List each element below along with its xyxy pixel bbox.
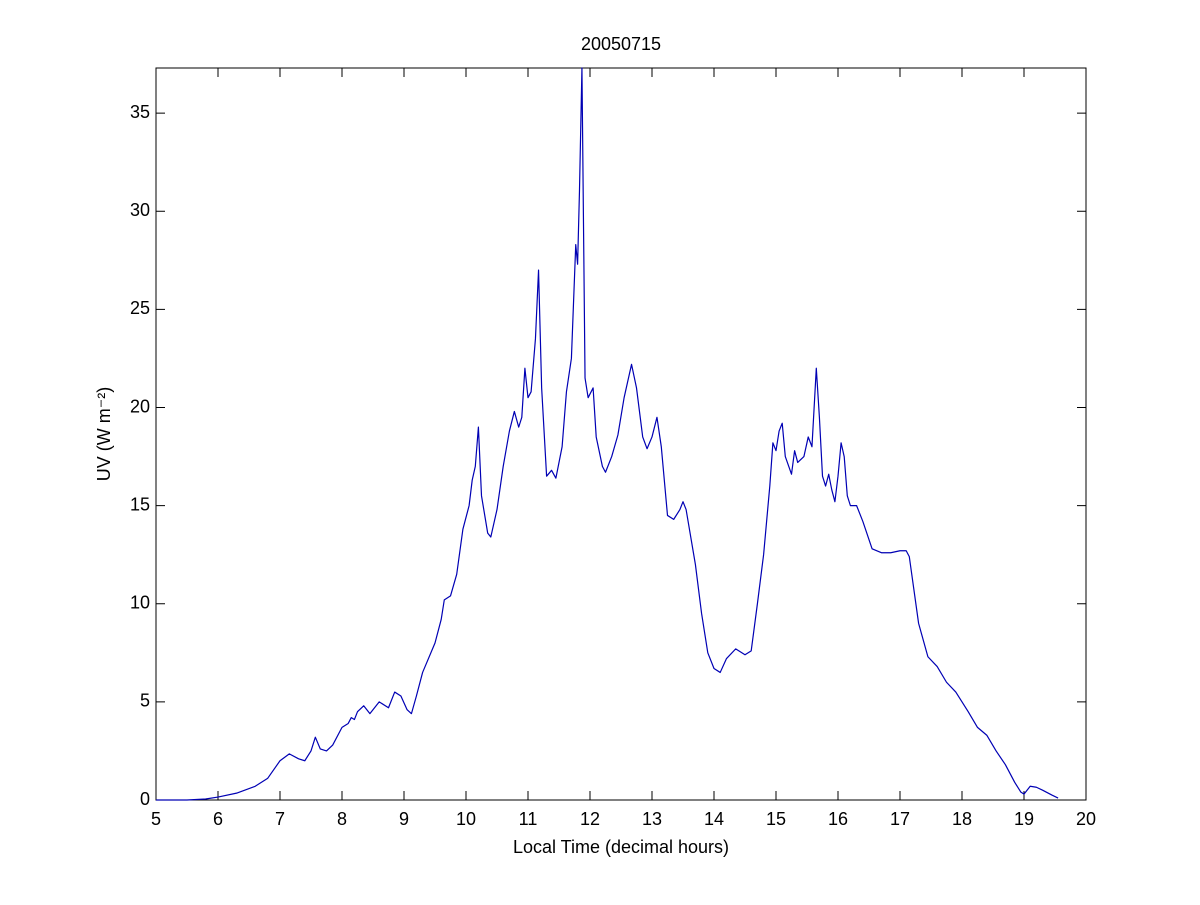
x-tick-label: 16 [828,809,848,829]
chart-title: 20050715 [581,34,661,54]
y-tick-label: 10 [130,593,150,613]
data-line [156,67,1059,801]
x-tick-label: 14 [704,809,724,829]
y-tick-label: 15 [130,494,150,514]
x-tick-label: 7 [275,809,285,829]
x-tick-label: 11 [519,809,538,829]
x-tick-label: 5 [151,809,161,829]
y-tick-label: 30 [130,200,150,220]
x-tick-label: 19 [1014,809,1034,829]
x-tick-label: 17 [890,809,910,829]
x-tick-label: 10 [456,809,476,829]
x-tick-label: 20 [1076,809,1096,829]
y-tick-label: 0 [140,789,150,809]
x-tick-label: 15 [766,809,786,829]
y-axis-label: UV (W m⁻²) [94,387,114,481]
y-tick-label: 25 [130,298,150,318]
plot-area [155,67,1087,801]
x-tick-label: 12 [580,809,600,829]
x-tick-label: 6 [213,809,223,829]
x-tick-label: 8 [337,809,347,829]
y-tick-label: 20 [130,396,150,416]
x-tick-label: 18 [952,809,972,829]
y-tick-label: 35 [130,102,150,122]
y-tick-label: 5 [140,691,150,711]
x-tick-label: 13 [642,809,662,829]
x-axis-label: Local Time (decimal hours) [513,837,729,857]
x-tick-label: 9 [399,809,409,829]
